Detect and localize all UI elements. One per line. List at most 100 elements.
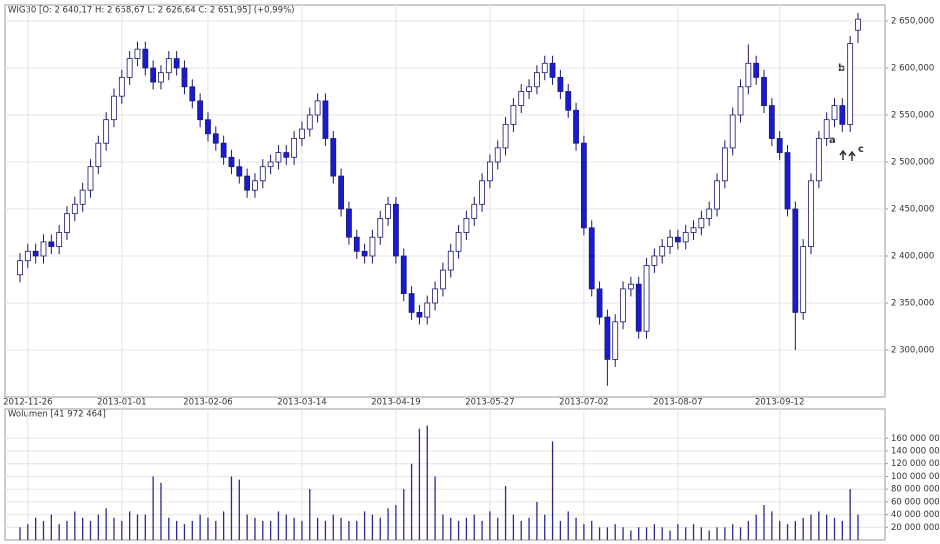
y-tick-label: 2 650,000 xyxy=(891,16,934,26)
candle-body xyxy=(283,152,290,158)
candle-body xyxy=(471,203,478,219)
candle-body xyxy=(440,269,446,290)
candle-body xyxy=(118,76,125,97)
candle-body xyxy=(487,161,493,182)
candle-body xyxy=(220,142,227,158)
candle-body xyxy=(158,72,164,83)
candle-body xyxy=(56,232,63,247)
y-tick-label: 160 000 000 xyxy=(891,434,940,444)
candle-body xyxy=(721,147,728,182)
y-tick-label: 140 000 000 xyxy=(891,446,940,456)
candle-body xyxy=(48,241,55,247)
candle-body xyxy=(447,250,454,271)
candle-body xyxy=(275,152,282,163)
x-tick-label: 2013-04-19 xyxy=(371,398,420,408)
candle-body xyxy=(659,246,666,257)
y-tick-label: 2 300,000 xyxy=(891,345,934,355)
candle-body xyxy=(197,100,204,121)
candle-body xyxy=(142,48,149,69)
candle-body xyxy=(463,217,470,233)
candle-body xyxy=(831,105,838,121)
y-tick-label: 2 350,000 xyxy=(891,298,934,308)
candle-body xyxy=(291,138,298,158)
volume-panel xyxy=(4,408,886,541)
annotation: b xyxy=(838,63,845,74)
candle-body xyxy=(714,180,720,210)
candle-body xyxy=(346,208,352,238)
candle-body xyxy=(299,128,305,139)
candle-body xyxy=(502,123,509,149)
candle-body xyxy=(753,62,760,78)
x-tick-label: 2012-11-26 xyxy=(3,398,52,408)
candle-body xyxy=(181,67,188,88)
candle-body xyxy=(667,236,673,247)
annotation: c xyxy=(858,144,864,155)
candle-body xyxy=(510,105,517,125)
candle-body xyxy=(526,86,532,92)
candle-body xyxy=(252,180,258,191)
candle-body xyxy=(839,105,846,125)
y-tick-label: 40 000 000 xyxy=(891,510,940,520)
candle-body xyxy=(768,105,775,139)
candle-body xyxy=(212,133,219,144)
candle-body xyxy=(580,142,587,229)
candle-body xyxy=(800,246,807,313)
y-tick-label: 2 550,000 xyxy=(891,110,934,120)
candle-body xyxy=(40,241,47,257)
candle-body xyxy=(808,180,814,247)
arrow xyxy=(839,149,847,160)
candle-body xyxy=(588,227,595,290)
candle-body xyxy=(533,72,540,88)
price-panel xyxy=(4,4,886,398)
y-tick-label: 60 000 000 xyxy=(891,497,940,507)
y-tick-label: 100 000 000 xyxy=(891,472,940,482)
candle-body xyxy=(620,288,626,323)
candle-body xyxy=(87,166,94,191)
candle-body xyxy=(761,76,767,106)
candle-body xyxy=(134,48,141,59)
candle-body xyxy=(306,114,313,130)
candle-body xyxy=(377,217,384,238)
candle-body xyxy=(565,91,572,111)
candle-body xyxy=(330,138,337,177)
chart-title: WIG30 [O: 2 640,17 H: 2 658,67 L: 2 626,… xyxy=(8,6,295,16)
candle-body xyxy=(259,166,266,182)
candle-body xyxy=(32,250,39,257)
candle-body xyxy=(393,203,399,257)
candle-body xyxy=(244,175,251,191)
x-tick-label: 2013-07-02 xyxy=(559,398,608,408)
arrow xyxy=(848,150,856,161)
candle-body xyxy=(165,58,172,74)
volume-title: Wolumen [41 972 464] xyxy=(8,410,106,420)
x-tick-label: 2013-08-07 xyxy=(653,398,702,408)
candle-body xyxy=(126,58,133,78)
y-tick-label: 2 500,000 xyxy=(891,157,934,167)
candle-body xyxy=(573,109,579,144)
candle-body xyxy=(369,236,376,257)
y-tick-label: 2 450,000 xyxy=(891,204,934,214)
candle-body xyxy=(416,311,423,318)
candle-body xyxy=(267,161,274,168)
candle-body xyxy=(737,86,744,116)
candle-body xyxy=(847,43,854,125)
candle-body xyxy=(173,58,180,69)
candle-body xyxy=(64,213,70,233)
candle-body xyxy=(338,175,345,210)
candle-body xyxy=(455,232,462,252)
candle-body xyxy=(479,180,485,205)
candle-body xyxy=(205,119,211,135)
candle-body xyxy=(635,283,642,332)
candle-body xyxy=(353,236,360,252)
candle-body xyxy=(322,100,329,139)
candle-body xyxy=(604,316,611,360)
candle-body xyxy=(385,203,391,219)
candle-body xyxy=(745,62,752,88)
candle-body xyxy=(855,18,861,31)
candle-body xyxy=(236,166,243,177)
annotation: a xyxy=(829,135,836,146)
candle-body xyxy=(815,138,822,182)
candle-body xyxy=(643,264,650,332)
candle-body xyxy=(690,227,697,233)
